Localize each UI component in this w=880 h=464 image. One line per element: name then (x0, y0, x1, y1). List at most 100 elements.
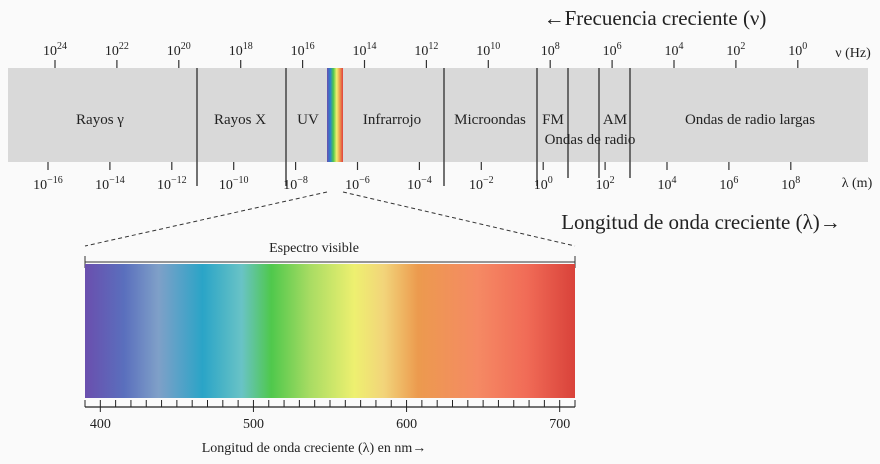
frequency-tick-exponent: 18 (243, 41, 253, 52)
frequency-tick-base: 10 (603, 44, 617, 59)
frequency-tick-label: 104 (665, 41, 684, 59)
frequency-tick-exponent: 12 (428, 41, 438, 52)
frequency-tick-label: 102 (726, 41, 745, 59)
frequency-tick-exponent: 22 (119, 41, 129, 52)
wavelength-tick-base: 10 (781, 178, 795, 193)
wavelength-tick-base: 10 (719, 178, 733, 193)
frequency-tick-base: 10 (105, 44, 119, 59)
wavelength-tick-label: 10−12 (157, 175, 187, 193)
wavelength-tick-label: 10−6 (345, 175, 370, 193)
frequency-tick-base: 10 (541, 44, 555, 59)
frequency-axis: 1024 1022 1020 1018 1016 1014 1012 1010 108 106 10… (43, 41, 807, 68)
frequency-tick-label: 100 (788, 41, 807, 59)
frequency-tick-label: 1012 (414, 41, 438, 59)
band-label-gamma: Rayos γ (76, 112, 124, 128)
wavelength-tick-exponent: −12 (171, 175, 187, 186)
band-label-infrared: Infrarrojo (363, 112, 421, 128)
frequency-tick-label: 1020 (167, 41, 191, 59)
frequency-direction-label: ←Frecuencia creciente (ν) (544, 6, 767, 30)
wavelength-tick-exponent: 2 (610, 175, 615, 186)
wavelength-tick-label: 108 (781, 175, 800, 193)
wavelength-tick-exponent: 6 (733, 175, 738, 186)
visible-axis-labels: 400 500 600 700 (90, 417, 570, 432)
wavelength-tick-base: 10 (407, 178, 421, 193)
wavelength-unit-label: λ (m) (842, 176, 873, 191)
wavelength-direction-label: Longitud de onda creciente (λ)→ (561, 210, 841, 234)
frequency-tick-base: 10 (788, 44, 802, 59)
visible-axis-ticks (84, 400, 576, 412)
frequency-tick-base: 10 (353, 44, 367, 59)
wavelength-tick-base: 10 (157, 178, 171, 193)
frequency-tick-base: 10 (291, 44, 305, 59)
wavelength-tick-exponent: −10 (233, 175, 249, 186)
frequency-tick-label: 1016 (291, 41, 315, 59)
wavelength-tick-base: 10 (219, 178, 233, 193)
frequency-tick-label: 1014 (353, 41, 377, 59)
wavelength-tick-exponent: −14 (109, 175, 125, 186)
frequency-tick-base: 10 (229, 44, 243, 59)
visible-tick-label: 700 (549, 417, 570, 432)
frequency-tick-exponent: 16 (305, 41, 315, 52)
frequency-tick-label: 1024 (43, 41, 67, 59)
wavelength-tick-exponent: 0 (548, 175, 553, 186)
frequency-tick-base: 10 (43, 44, 57, 59)
band-label-long-radio: Ondas de radio largas (685, 112, 815, 128)
wavelength-tick-label: 102 (596, 175, 615, 193)
wavelength-tick-base: 10 (283, 178, 297, 193)
wavelength-tick-exponent: −6 (359, 175, 370, 186)
wavelength-tick-label: 10−8 (283, 175, 308, 193)
frequency-tick-label: 108 (541, 41, 560, 59)
band-label-fm: FM (542, 112, 564, 128)
wavelength-tick-exponent: −8 (297, 175, 308, 186)
frequency-tick-base: 10 (414, 44, 428, 59)
wavelength-tick-label: 10−14 (95, 175, 125, 193)
wavelength-tick-base: 10 (534, 178, 548, 193)
frequency-tick-exponent: 24 (57, 41, 67, 52)
wavelength-tick-label: 10−4 (407, 175, 432, 193)
wavelength-tick-label: 100 (534, 175, 553, 193)
band-label-uv: UV (297, 112, 319, 128)
frequency-tick-exponent: 14 (367, 41, 377, 52)
frequency-tick-base: 10 (665, 44, 679, 59)
wavelength-tick-label: 10−2 (469, 175, 494, 193)
spectrum-band-strip (8, 68, 868, 162)
wavelength-tick-base: 10 (658, 178, 672, 193)
frequency-tick-label: 1022 (105, 41, 129, 59)
zoom-guide-lines (84, 191, 576, 247)
visible-axis-title: Longitud de onda creciente (λ) en nm→ (202, 441, 427, 456)
frequency-tick-exponent: 8 (555, 41, 560, 52)
frequency-tick-exponent: 20 (181, 41, 191, 52)
frequency-tick-base: 10 (476, 44, 490, 59)
frequency-tick-exponent: 2 (740, 41, 745, 52)
frequency-tick-label: 106 (603, 41, 622, 59)
wavelength-tick-label: 104 (658, 175, 677, 193)
frequency-tick-label: 1018 (229, 41, 253, 59)
zoom-line-left (84, 191, 328, 247)
wavelength-tick-base: 10 (469, 178, 483, 193)
band-label-radio: Ondas de radio (545, 132, 636, 148)
wavelength-tick-base: 10 (33, 178, 47, 193)
wavelength-tick-exponent: −2 (483, 175, 494, 186)
wavelength-axis: 10−16 10−14 10−12 10−10 10−8 10−6 10−4 10−2 100 1… (33, 162, 800, 193)
wavelength-tick-exponent: 4 (672, 175, 677, 186)
frequency-tick-exponent: 10 (490, 41, 500, 52)
frequency-tick-base: 10 (726, 44, 740, 59)
wavelength-tick-label: 10−10 (219, 175, 249, 193)
frequency-tick-base: 10 (167, 44, 181, 59)
visible-tick-label: 600 (396, 417, 417, 432)
band-dividers (196, 68, 631, 186)
visible-band-marker (327, 68, 343, 162)
wavelength-tick-exponent: 8 (795, 175, 800, 186)
band-label-am: AM (603, 112, 627, 128)
frequency-tick-exponent: 6 (617, 41, 622, 52)
frequency-tick-label: 1010 (476, 41, 500, 59)
wavelength-tick-label: 10−16 (33, 175, 63, 193)
wavelength-tick-base: 10 (596, 178, 610, 193)
visible-tick-label: 500 (243, 417, 264, 432)
wavelength-tick-label: 106 (719, 175, 738, 193)
wavelength-tick-exponent: −16 (47, 175, 63, 186)
visible-tick-label: 400 (90, 417, 111, 432)
frequency-unit-label: ν (Hz) (835, 46, 871, 61)
